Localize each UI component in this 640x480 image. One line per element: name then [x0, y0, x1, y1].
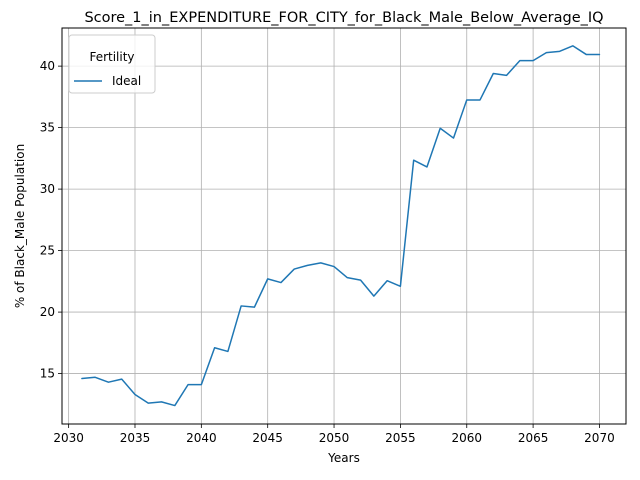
- y-tick-label: 30: [40, 182, 55, 196]
- x-tick-label: 2055: [385, 431, 416, 445]
- y-axis-ticks: 15 20 25 30 35 40: [40, 59, 62, 381]
- y-tick-label: 35: [40, 121, 55, 135]
- legend-title: Fertility: [89, 50, 134, 64]
- chart-title: Score_1_in_EXPENDITURE_FOR_CITY_for_Blac…: [84, 10, 603, 26]
- y-tick-label: 40: [40, 59, 55, 73]
- legend-box: [68, 34, 156, 94]
- y-tick-label: 25: [40, 244, 55, 258]
- legend-entry-ideal: Ideal: [112, 74, 141, 88]
- x-tick-label: 2030: [53, 431, 84, 445]
- y-axis-label: % of Black_Male Population: [13, 144, 27, 308]
- legend: Fertility Ideal: [68, 34, 156, 94]
- series-line-ideal: [81, 45, 601, 407]
- x-tick-label: 2040: [186, 431, 217, 445]
- x-tick-label: 2065: [518, 431, 549, 445]
- x-axis-label: Years: [327, 451, 360, 465]
- x-tick-label: 2050: [319, 431, 350, 445]
- y-tick-label: 15: [40, 367, 55, 381]
- plot-frame: [61, 27, 627, 425]
- x-tick-label: 2045: [252, 431, 283, 445]
- x-axis-ticks: 2030 2035 2040 2045 2050 2055 2060 2065 2070: [53, 424, 615, 445]
- x-tick-label: 2060: [451, 431, 482, 445]
- x-tick-label: 2070: [584, 431, 615, 445]
- grid: [62, 28, 626, 424]
- series-lines: [81, 45, 601, 407]
- y-tick-label: 20: [40, 305, 55, 319]
- x-tick-label: 2035: [120, 431, 151, 445]
